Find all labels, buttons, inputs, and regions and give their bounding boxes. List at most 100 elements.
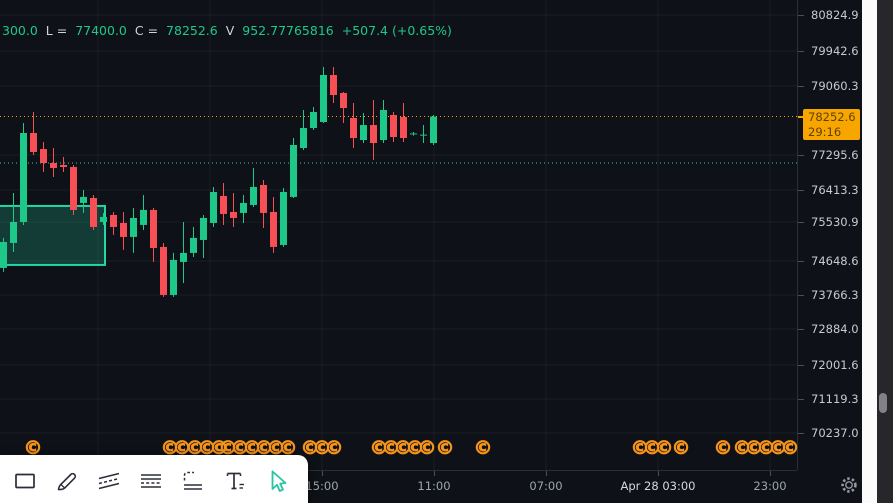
copyright-marker-icon: ©: [230, 437, 250, 459]
trend-lines-tool-button[interactable]: [88, 464, 130, 498]
event-marker-cluster[interactable]: ©: [23, 438, 43, 459]
candle-body: [240, 202, 247, 213]
candle-body: [0, 241, 7, 268]
copyright-marker-icon: ©: [713, 437, 733, 459]
volume-value: 952.77765816: [242, 23, 334, 38]
copyright-marker-icon: ©: [630, 437, 650, 459]
event-marker-cluster[interactable]: ©©©: [630, 437, 674, 459]
path-tool-button[interactable]: [172, 464, 214, 498]
brush-icon: [57, 472, 77, 491]
event-marker-cluster[interactable]: ©: [473, 437, 493, 459]
candle-body: [410, 133, 417, 135]
brush-tool-button[interactable]: [46, 464, 88, 498]
candle-body: [340, 93, 347, 109]
copyright-marker-icon: ©: [780, 437, 800, 459]
event-marker-cluster[interactable]: ©©: [369, 437, 401, 459]
price-tick: [798, 365, 804, 366]
copyright-marker-icon: ©: [266, 437, 286, 459]
candlestick-chart[interactable]: [0, 0, 797, 470]
copyright-marker-icon: ©: [473, 437, 493, 459]
candle-body: [150, 209, 157, 248]
price-label: 79060.3: [811, 79, 859, 93]
copyright-marker-icon: ©: [642, 437, 662, 459]
copyright-marker-icon: ©: [654, 437, 674, 459]
last-price-value: 78252.6: [808, 110, 856, 125]
panel-edge-strip: [862, 0, 878, 503]
time-tick: [434, 471, 435, 476]
cursor-icon: [271, 470, 287, 492]
event-marker-cluster[interactable]: ©©©©©: [218, 437, 286, 459]
price-tick: [798, 399, 804, 400]
candle-body: [230, 211, 237, 218]
event-marker-cluster[interactable]: ©: [435, 438, 455, 459]
copyright-marker-icon: ©: [756, 437, 776, 459]
time-label: 11:00: [417, 479, 451, 493]
low-label: L =: [45, 23, 68, 38]
scrollbar-thumb[interactable]: [879, 393, 887, 413]
time-tick: [546, 471, 547, 476]
event-marker-cluster[interactable]: ©©©©©: [732, 437, 800, 459]
event-marker-cluster[interactable]: ©©: [160, 437, 192, 459]
candle-body: [360, 125, 367, 141]
copyright-marker-icon: ©: [197, 437, 217, 459]
close-label: C =: [134, 23, 159, 38]
price-label: 72884.0: [811, 322, 859, 336]
candle-body: [250, 186, 257, 205]
time-label: 23:00: [753, 479, 787, 493]
text-tool-button[interactable]: [214, 464, 256, 498]
price-tick: [798, 295, 804, 296]
price-tick: [798, 261, 804, 262]
copyright-marker-icon: ©: [369, 437, 389, 459]
candle-body: [190, 237, 197, 253]
time-label: Apr 28 03:00: [620, 479, 696, 493]
ohlc-info-bar: 300.0 L = 77400.0 C = 78252.6 V 952.7776…: [2, 23, 456, 38]
copyright-marker-icon: ©: [405, 437, 425, 459]
price-label: 72001.6: [811, 358, 859, 372]
event-marker-cluster[interactable]: ©©©: [393, 437, 437, 459]
candle-body: [430, 116, 437, 144]
candle-body: [400, 117, 407, 139]
event-marker-cluster[interactable]: ©: [713, 437, 733, 459]
last-price-tick: [798, 115, 804, 118]
volume-label: V: [225, 23, 235, 38]
price-tick: [798, 329, 804, 330]
horizontal-lines-tool-button[interactable]: [130, 464, 172, 498]
text-icon: [226, 472, 244, 490]
copyright-marker-icon: ©: [671, 437, 691, 459]
rectangle-tool-button[interactable]: [4, 464, 46, 498]
copyright-marker-icon: ©: [185, 437, 205, 459]
candle-body: [290, 145, 297, 197]
price-label: 73766.3: [811, 288, 859, 302]
gear-icon: [841, 477, 857, 493]
drawn-rectangle[interactable]: [0, 204, 106, 266]
path-icon: [183, 471, 202, 490]
close-value: 78252.6: [166, 23, 218, 38]
candle-body: [350, 117, 357, 139]
copyright-marker-icon: ©: [744, 437, 764, 459]
trend-lines-icon: [98, 472, 120, 490]
candle-body: [160, 246, 167, 295]
price-label: 77295.6: [811, 148, 859, 162]
time-tick: [322, 471, 323, 476]
price-axis[interactable]: 78252.6 29:16 80824.9 79942.6 79060.3 77295…: [797, 0, 863, 470]
high-value-fragment: 300.0: [2, 23, 38, 38]
page-scrollbar[interactable]: [877, 0, 893, 503]
candle-body: [30, 132, 37, 152]
cursor-tool-button[interactable]: [256, 464, 298, 498]
candle-body: [70, 166, 77, 210]
copyright-marker-icon: ©: [160, 437, 180, 459]
copyright-marker-icon: ©: [768, 437, 788, 459]
candle-body: [280, 191, 287, 245]
event-marker-cluster[interactable]: ©©©: [300, 438, 344, 459]
settings-gear-button[interactable]: [839, 475, 859, 495]
event-marker-cluster[interactable]: ©©©: [185, 437, 229, 459]
event-marker-cluster[interactable]: ©: [278, 438, 298, 459]
candle-body: [140, 209, 147, 225]
candle-body: [330, 75, 337, 96]
event-marker-cluster[interactable]: ©: [671, 437, 691, 459]
copyright-marker-icon: ©: [172, 437, 192, 459]
rectangle-icon: [15, 473, 35, 489]
price-tick: [798, 86, 804, 87]
candle-body: [370, 125, 377, 144]
